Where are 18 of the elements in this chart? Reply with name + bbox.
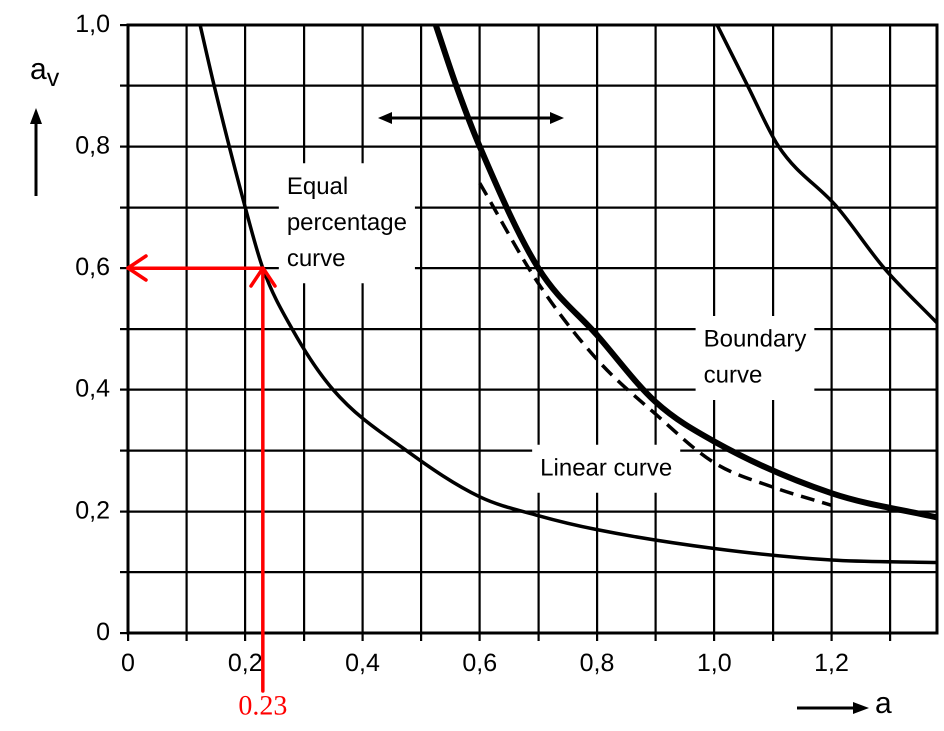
y-tick-label: 0,8	[75, 131, 110, 160]
x-tick-label: 0	[121, 648, 135, 677]
x-axis-title: a	[875, 687, 892, 720]
y-tick-label: 0,2	[75, 496, 110, 524]
series-label: Boundary curve	[704, 326, 806, 389]
x-tick-label: 1,2	[814, 648, 849, 677]
x-tick-label: 1,0	[696, 648, 732, 677]
series-label: Linear curve	[540, 454, 672, 482]
y-tick-label: 0,4	[75, 374, 110, 403]
y-tick-label: 0	[96, 618, 110, 646]
x-tick-label: 0,8	[580, 648, 614, 677]
x-tick-label: 0,6	[462, 648, 498, 677]
x-tick-label: 0,4	[345, 648, 380, 677]
y-tick-label: 1,0	[75, 10, 110, 38]
ref-line-label: 0.23	[238, 690, 288, 722]
series-label: Equal percentage curve	[286, 172, 407, 272]
y-tick-label: 0,6	[75, 253, 110, 282]
y-axis-title: a$_{v}$	[30, 53, 60, 92]
